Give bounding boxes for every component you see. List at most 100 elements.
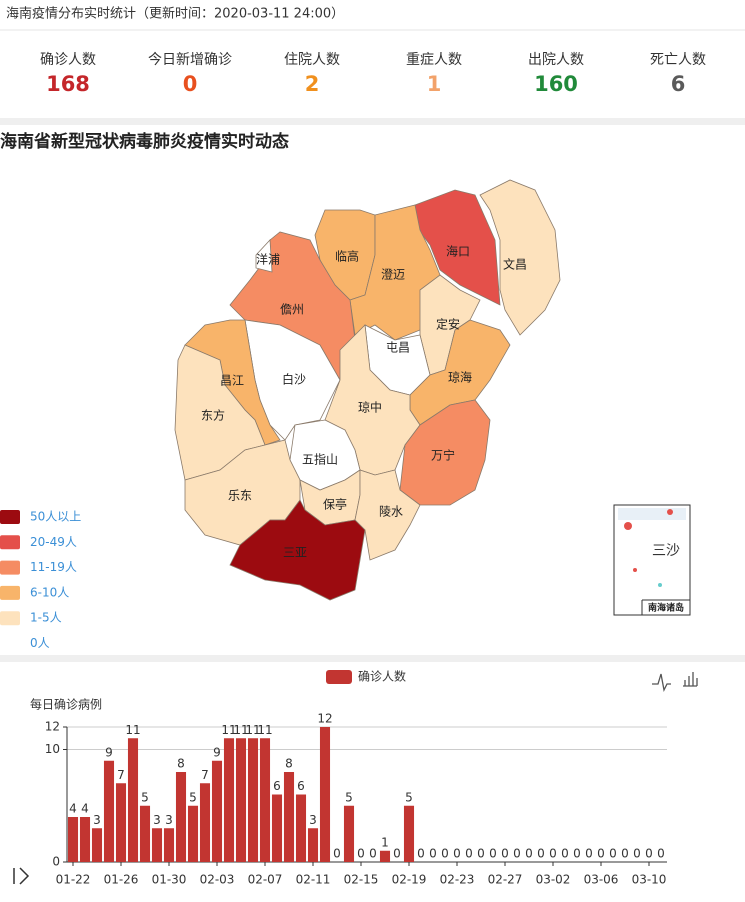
legend-label: 1-5人 (30, 611, 62, 625)
x-tick-label: 01-30 (152, 873, 187, 887)
map-region (414, 189, 501, 306)
data-label: 0 (489, 847, 497, 861)
data-label: 0 (429, 847, 437, 861)
bar (343, 805, 355, 862)
legend-swatch (0, 611, 20, 626)
map-title: 海南省新型冠状病毒肺炎疫情实时动态 (0, 131, 289, 152)
bar-switch-icon[interactable] (683, 672, 698, 687)
map-region (255, 239, 273, 273)
data-label: 0 (585, 847, 593, 861)
data-label: 5 (405, 790, 413, 804)
data-label: 0 (465, 847, 473, 861)
bar (223, 738, 235, 862)
bar (67, 817, 79, 862)
data-label: 3 (165, 813, 173, 827)
bar (259, 738, 271, 862)
data-label: 0 (525, 847, 533, 861)
data-label: 0 (453, 847, 461, 861)
map-region (184, 439, 301, 546)
data-label: 0 (573, 847, 581, 861)
region-label: 五指山 (302, 452, 338, 467)
region-label: 保亭 (323, 497, 347, 512)
y-tick-label: 0 (52, 855, 60, 869)
x-tick-label: 02-27 (488, 873, 523, 887)
bar (127, 738, 139, 862)
data-label: 0 (477, 847, 485, 861)
data-label: 1 (381, 835, 389, 849)
data-label: 7 (117, 768, 125, 782)
map-region (479, 179, 561, 336)
y-tick-label: 12 (45, 720, 60, 734)
data-label: 7 (201, 768, 209, 782)
inset-dot (624, 522, 632, 530)
line-switch-icon[interactable] (652, 673, 671, 693)
bar (175, 772, 187, 862)
stat-label: 确诊人数 (40, 52, 96, 68)
stat-label: 住院人数 (284, 52, 340, 68)
bar (211, 760, 223, 862)
data-label: 0 (561, 847, 569, 861)
region-label: 昌江 (220, 374, 244, 388)
x-tick-label: 02-03 (200, 873, 235, 887)
inset-caption: 南海诸岛 (648, 602, 684, 614)
data-label: 3 (93, 813, 101, 827)
map-region (174, 344, 266, 481)
stat-label: 死亡人数 (650, 52, 706, 68)
stat-label: 出院人数 (528, 52, 584, 68)
data-label: 5 (345, 790, 353, 804)
data-label: 3 (309, 813, 317, 827)
bar (379, 850, 391, 862)
data-label: 0 (393, 847, 401, 861)
inset: 三沙 南海诸岛 (613, 504, 691, 616)
bar (151, 828, 163, 862)
bar (307, 828, 319, 862)
bar (139, 805, 151, 862)
data-label: 11 (233, 723, 248, 737)
region-label: 定安 (436, 317, 460, 332)
legend-label: 50人以上 (30, 510, 81, 524)
region-label: 琼海 (448, 370, 472, 385)
bar (403, 805, 415, 862)
region-label: 洋浦 (256, 252, 280, 267)
chart-toolbox[interactable] (652, 672, 698, 693)
legend-swatch (0, 636, 20, 651)
play-button[interactable] (13, 867, 30, 885)
x-tick-label: 01-22 (56, 873, 91, 887)
region-label: 万宁 (431, 448, 455, 463)
stat-value: 168 (46, 72, 90, 96)
data-label: 4 (81, 802, 89, 816)
data-label: 6 (273, 779, 281, 793)
data-label: 0 (369, 847, 377, 861)
bar (79, 817, 91, 862)
data-label: 5 (141, 790, 149, 804)
bar (235, 738, 247, 862)
stat-value: 1 (427, 72, 442, 96)
inset-frame (613, 504, 691, 616)
x-tick-label: 03-10 (632, 873, 667, 887)
data-label: 0 (597, 847, 605, 861)
bar (271, 794, 283, 862)
stat-value: 6 (671, 72, 686, 96)
x-tick-label: 01-26 (104, 873, 139, 887)
bar (199, 783, 211, 862)
legend-label: 确诊人数 (358, 669, 406, 684)
region-label: 白沙 (282, 372, 306, 387)
separator (0, 655, 745, 662)
data-label: 0 (549, 847, 557, 861)
inset-dot (667, 509, 673, 515)
map-region (399, 399, 491, 506)
data-label: 9 (105, 745, 113, 759)
bar (247, 738, 259, 862)
data-label: 4 (69, 802, 77, 816)
legend-swatch (326, 670, 352, 684)
legend-swatch (0, 585, 20, 600)
region-label: 三亚 (283, 546, 307, 560)
legend-label: 0人 (30, 636, 50, 650)
bar (319, 727, 331, 862)
bar (103, 760, 115, 862)
legend-swatch (0, 560, 20, 575)
x-tick-label: 03-06 (584, 873, 619, 887)
stat-label: 重症人数 (406, 52, 462, 68)
